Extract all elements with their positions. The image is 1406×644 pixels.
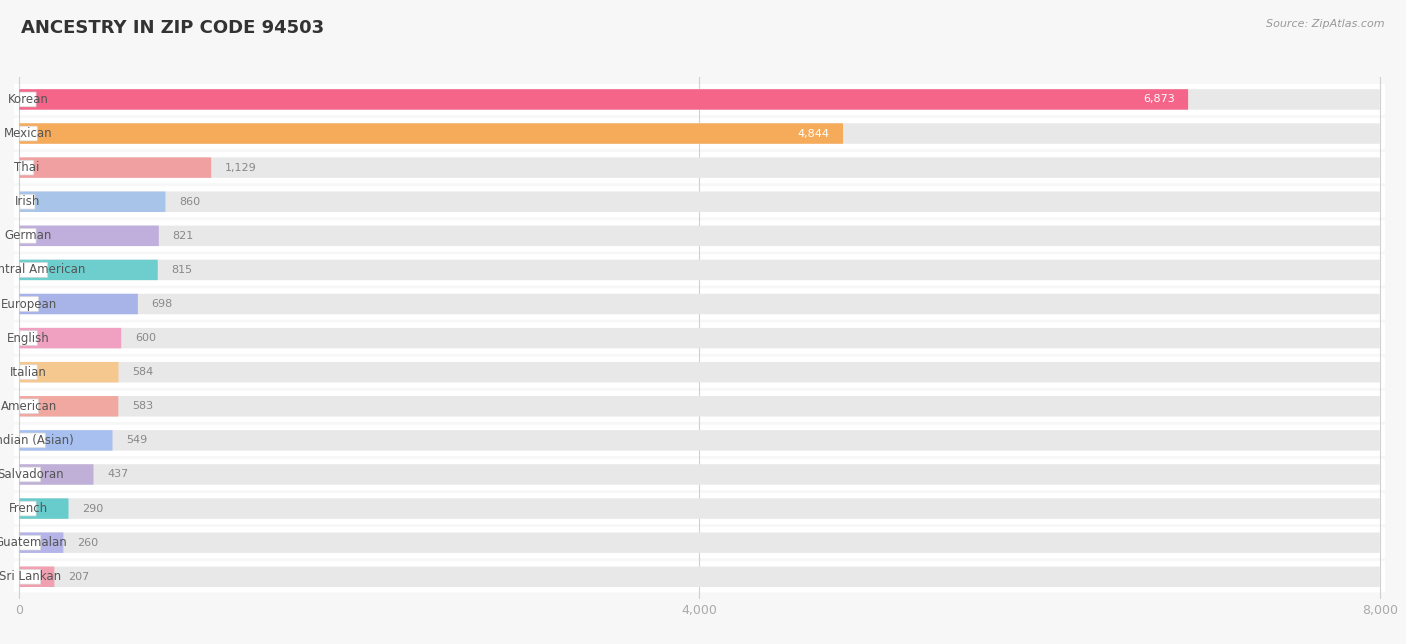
- FancyBboxPatch shape: [20, 430, 112, 451]
- FancyBboxPatch shape: [20, 362, 118, 383]
- FancyBboxPatch shape: [20, 194, 35, 209]
- FancyBboxPatch shape: [20, 297, 38, 311]
- Text: Sri Lankan: Sri Lankan: [0, 570, 62, 583]
- Text: 815: 815: [172, 265, 193, 275]
- FancyBboxPatch shape: [20, 157, 211, 178]
- Text: 583: 583: [132, 401, 153, 412]
- Text: English: English: [7, 332, 51, 345]
- FancyBboxPatch shape: [0, 323, 1406, 354]
- FancyBboxPatch shape: [20, 396, 1379, 417]
- FancyBboxPatch shape: [20, 123, 844, 144]
- FancyBboxPatch shape: [20, 399, 38, 413]
- FancyBboxPatch shape: [0, 254, 1406, 285]
- Text: French: French: [8, 502, 48, 515]
- FancyBboxPatch shape: [20, 328, 121, 348]
- Text: 437: 437: [107, 469, 128, 480]
- FancyBboxPatch shape: [0, 424, 1406, 456]
- Text: 600: 600: [135, 333, 156, 343]
- Text: Source: ZipAtlas.com: Source: ZipAtlas.com: [1267, 19, 1385, 30]
- FancyBboxPatch shape: [20, 263, 48, 278]
- FancyBboxPatch shape: [0, 391, 1406, 422]
- Text: Korean: Korean: [7, 93, 48, 106]
- Text: 207: 207: [67, 572, 89, 582]
- Text: 549: 549: [127, 435, 148, 446]
- FancyBboxPatch shape: [0, 118, 1406, 149]
- FancyBboxPatch shape: [20, 126, 37, 141]
- FancyBboxPatch shape: [0, 84, 1406, 115]
- FancyBboxPatch shape: [20, 365, 37, 379]
- Text: Salvadoran: Salvadoran: [0, 468, 63, 481]
- FancyBboxPatch shape: [20, 569, 41, 584]
- FancyBboxPatch shape: [0, 186, 1406, 218]
- Text: 260: 260: [77, 538, 98, 547]
- FancyBboxPatch shape: [20, 396, 118, 417]
- Text: Italian: Italian: [10, 366, 46, 379]
- FancyBboxPatch shape: [0, 152, 1406, 184]
- FancyBboxPatch shape: [0, 357, 1406, 388]
- FancyBboxPatch shape: [20, 535, 41, 550]
- FancyBboxPatch shape: [20, 229, 37, 243]
- FancyBboxPatch shape: [20, 225, 1379, 246]
- FancyBboxPatch shape: [20, 498, 1379, 519]
- FancyBboxPatch shape: [0, 527, 1406, 558]
- FancyBboxPatch shape: [20, 533, 1379, 553]
- FancyBboxPatch shape: [20, 157, 1379, 178]
- FancyBboxPatch shape: [20, 464, 1379, 485]
- Text: 821: 821: [173, 231, 194, 241]
- Text: Guatemalan: Guatemalan: [0, 536, 66, 549]
- FancyBboxPatch shape: [20, 191, 166, 212]
- FancyBboxPatch shape: [0, 220, 1406, 252]
- FancyBboxPatch shape: [20, 362, 1379, 383]
- Text: Indian (Asian): Indian (Asian): [0, 434, 73, 447]
- FancyBboxPatch shape: [20, 294, 1379, 314]
- Text: American: American: [1, 400, 58, 413]
- FancyBboxPatch shape: [20, 498, 69, 519]
- FancyBboxPatch shape: [20, 501, 37, 516]
- FancyBboxPatch shape: [20, 328, 1379, 348]
- Text: 584: 584: [132, 367, 153, 377]
- FancyBboxPatch shape: [20, 467, 41, 482]
- FancyBboxPatch shape: [20, 260, 157, 280]
- Text: ANCESTRY IN ZIP CODE 94503: ANCESTRY IN ZIP CODE 94503: [21, 19, 325, 37]
- FancyBboxPatch shape: [20, 331, 37, 345]
- Text: 4,844: 4,844: [797, 129, 830, 138]
- Text: 1,129: 1,129: [225, 163, 256, 173]
- FancyBboxPatch shape: [20, 567, 1379, 587]
- FancyBboxPatch shape: [20, 160, 34, 175]
- FancyBboxPatch shape: [20, 464, 93, 485]
- Text: Central American: Central American: [0, 263, 86, 276]
- FancyBboxPatch shape: [0, 561, 1406, 592]
- Text: 860: 860: [179, 196, 200, 207]
- Text: Thai: Thai: [14, 161, 39, 174]
- FancyBboxPatch shape: [20, 430, 1379, 451]
- FancyBboxPatch shape: [0, 459, 1406, 490]
- FancyBboxPatch shape: [20, 90, 1379, 109]
- FancyBboxPatch shape: [20, 225, 159, 246]
- FancyBboxPatch shape: [20, 433, 45, 448]
- FancyBboxPatch shape: [0, 289, 1406, 319]
- Text: 698: 698: [152, 299, 173, 309]
- FancyBboxPatch shape: [20, 92, 37, 107]
- FancyBboxPatch shape: [0, 493, 1406, 524]
- FancyBboxPatch shape: [20, 294, 138, 314]
- Text: Mexican: Mexican: [4, 127, 53, 140]
- FancyBboxPatch shape: [20, 567, 55, 587]
- FancyBboxPatch shape: [20, 260, 1379, 280]
- FancyBboxPatch shape: [20, 533, 63, 553]
- Text: Irish: Irish: [14, 195, 41, 208]
- Text: German: German: [4, 229, 52, 242]
- FancyBboxPatch shape: [20, 123, 1379, 144]
- FancyBboxPatch shape: [20, 90, 1188, 109]
- Text: European: European: [1, 298, 58, 310]
- Text: 6,873: 6,873: [1143, 95, 1174, 104]
- FancyBboxPatch shape: [20, 191, 1379, 212]
- Text: 290: 290: [82, 504, 104, 513]
